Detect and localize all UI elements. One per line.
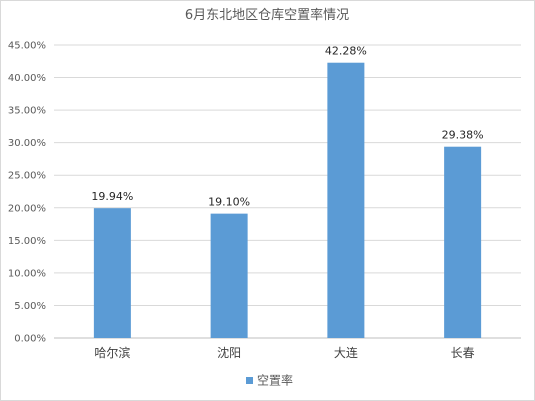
bar: [93, 208, 131, 338]
chart-title: 6月东北地区仓库空置率情况: [185, 7, 349, 23]
legend: 空置率: [246, 373, 293, 388]
y-tick-label: 25.00%: [8, 171, 46, 182]
y-tick-label: 10.00%: [8, 268, 46, 279]
data-label: 19.10%: [208, 196, 250, 209]
category-labels: 哈尔滨 沈阳 大连 长春: [94, 345, 474, 360]
bar: [444, 146, 482, 338]
y-tick-label: 35.00%: [8, 106, 46, 117]
y-axis-ticks: 0.00% 5.00% 10.00% 15.00% 20.00% 25.00% 30.00%…: [8, 41, 46, 345]
y-tick-label: 40.00%: [8, 73, 46, 84]
bar: [210, 213, 248, 338]
category-label: 长春: [451, 346, 475, 360]
y-tick-label: 0.00%: [14, 334, 46, 345]
y-tick-label: 45.00%: [8, 41, 46, 52]
bars: [93, 62, 482, 339]
data-label: 42.28%: [325, 45, 367, 58]
data-label: 29.38%: [442, 129, 484, 142]
legend-swatch: [246, 377, 253, 384]
y-tick-label: 20.00%: [8, 203, 46, 214]
gridlines: [54, 44, 521, 339]
bar: [327, 62, 365, 339]
legend-label: 空置率: [257, 373, 293, 388]
category-label: 哈尔滨: [94, 345, 130, 360]
y-tick-label: 30.00%: [8, 138, 46, 149]
y-tick-label: 15.00%: [8, 236, 46, 247]
data-labels: 19.94% 19.10% 42.28% 29.38%: [91, 45, 483, 209]
category-label: 大连: [334, 345, 358, 360]
category-label: 沈阳: [217, 345, 241, 360]
data-label: 19.94%: [91, 190, 133, 203]
y-tick-label: 5.00%: [14, 301, 46, 312]
